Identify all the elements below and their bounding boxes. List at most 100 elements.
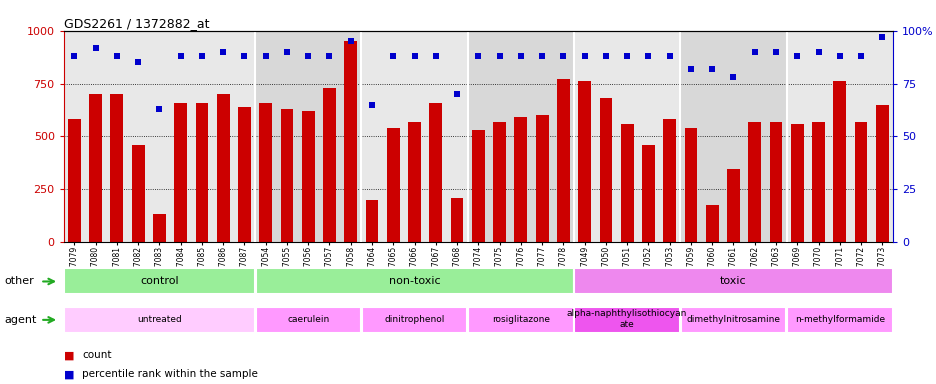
Text: n-methylformamide: n-methylformamide — [794, 314, 884, 324]
Point — [300, 53, 315, 59]
Point — [406, 53, 421, 59]
Point — [831, 53, 846, 59]
Text: count: count — [82, 350, 111, 360]
Text: dimethylnitrosamine: dimethylnitrosamine — [686, 314, 780, 324]
Text: GDS2261 / 1372882_at: GDS2261 / 1372882_at — [64, 17, 209, 30]
Point — [598, 53, 613, 59]
Text: ■: ■ — [64, 350, 74, 360]
Bar — [574, 31, 680, 242]
Point — [110, 53, 124, 59]
Bar — [429, 103, 442, 242]
Bar — [621, 124, 633, 242]
Text: caerulein: caerulein — [286, 314, 329, 324]
Point — [853, 53, 868, 59]
Bar — [684, 128, 696, 242]
Bar — [259, 103, 271, 242]
Point — [88, 45, 103, 51]
Point — [491, 53, 506, 59]
Point — [662, 53, 677, 59]
Point — [619, 53, 634, 59]
Bar — [216, 94, 229, 242]
Text: alpha-naphthylisothiocyan
ate: alpha-naphthylisothiocyan ate — [566, 310, 687, 329]
Point — [130, 59, 145, 65]
Point — [577, 53, 592, 59]
Bar — [196, 103, 208, 242]
Bar — [641, 145, 654, 242]
Bar — [361, 31, 467, 242]
Bar — [174, 103, 187, 242]
Text: percentile rank within the sample: percentile rank within the sample — [82, 369, 258, 379]
Point — [725, 74, 740, 80]
Text: toxic: toxic — [720, 276, 746, 286]
Bar — [450, 198, 463, 242]
Bar — [726, 169, 739, 242]
Bar — [468, 307, 573, 333]
Bar — [64, 307, 255, 333]
Point — [640, 53, 655, 59]
Bar — [64, 268, 255, 294]
Text: non-toxic: non-toxic — [388, 276, 440, 286]
Bar — [578, 81, 591, 242]
Bar — [153, 215, 166, 242]
Text: untreated: untreated — [137, 314, 182, 324]
Point — [534, 53, 549, 59]
Bar — [748, 121, 760, 242]
Bar — [256, 307, 360, 333]
Bar — [790, 124, 803, 242]
Bar — [875, 104, 887, 242]
Bar — [786, 31, 892, 242]
Point — [215, 49, 230, 55]
Bar — [574, 307, 680, 333]
Bar — [492, 121, 505, 242]
Point — [428, 53, 443, 59]
Bar — [768, 121, 782, 242]
Bar — [574, 268, 892, 294]
Bar — [854, 121, 867, 242]
Bar — [323, 88, 335, 242]
Point — [513, 53, 528, 59]
Point — [555, 53, 570, 59]
Bar — [280, 109, 293, 242]
Text: control: control — [140, 276, 179, 286]
Point — [874, 34, 889, 40]
Bar — [365, 200, 378, 242]
Bar — [344, 41, 357, 242]
Point — [173, 53, 188, 59]
Point — [322, 53, 337, 59]
Bar — [472, 130, 484, 242]
Point — [682, 66, 697, 72]
Text: other: other — [5, 276, 35, 286]
Point — [470, 53, 485, 59]
Point — [343, 38, 358, 44]
Bar — [705, 205, 718, 242]
Point — [789, 53, 804, 59]
Bar — [680, 31, 786, 242]
Text: ■: ■ — [64, 369, 74, 379]
Point — [811, 49, 826, 55]
Bar — [301, 111, 314, 242]
Bar — [786, 307, 892, 333]
Bar — [89, 94, 102, 242]
Bar — [256, 268, 573, 294]
Text: rosiglitazone: rosiglitazone — [491, 314, 549, 324]
Bar — [832, 81, 845, 242]
Point — [768, 49, 782, 55]
Point — [386, 53, 401, 59]
Text: agent: agent — [5, 315, 37, 325]
Text: dinitrophenol: dinitrophenol — [384, 314, 445, 324]
Bar — [361, 307, 467, 333]
Point — [279, 49, 294, 55]
Bar — [64, 31, 255, 242]
Bar — [680, 307, 785, 333]
Point — [152, 106, 167, 112]
Point — [194, 53, 209, 59]
Bar — [68, 119, 80, 242]
Point — [237, 53, 252, 59]
Bar — [110, 94, 124, 242]
Point — [704, 66, 719, 72]
Bar — [255, 31, 361, 242]
Bar — [556, 79, 569, 242]
Bar — [387, 128, 400, 242]
Point — [449, 91, 464, 97]
Bar — [663, 119, 676, 242]
